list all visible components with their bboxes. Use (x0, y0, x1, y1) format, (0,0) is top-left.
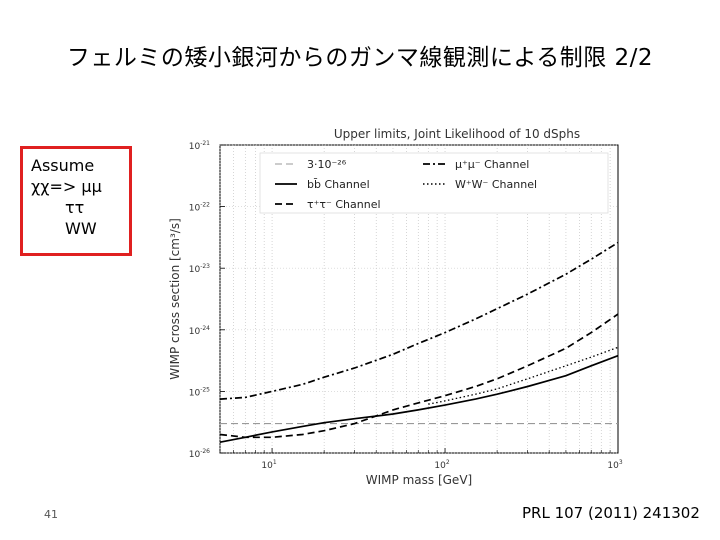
x-tick-label-0: 101 (261, 459, 276, 471)
assume-ww: WW (65, 219, 97, 238)
series-line-2 (219, 313, 619, 439)
legend-label-3: μ⁺μ⁻ Channel (455, 158, 529, 171)
series-layer (219, 241, 619, 444)
y-tick-label-0: 10-21 (189, 140, 210, 152)
slide-title: フェルミの矮小銀河からのガンマ線観測による制限 2/2 (66, 45, 654, 71)
series-line-1 (219, 354, 619, 444)
x-axis-label: WIMP mass [GeV] (366, 473, 472, 487)
assume-mu-mu: χχ=> μμ (31, 177, 102, 196)
legend-label-2: τ⁺τ⁻ Channel (307, 198, 381, 211)
assume-label: Assume (31, 156, 95, 175)
y-tick-label-5: 10-26 (189, 448, 210, 460)
legend-box (259, 152, 609, 214)
chart-title: Upper limits, Joint Likelihood of 10 dSp… (334, 127, 580, 141)
series-line-3 (219, 241, 619, 400)
legend-label-0: 3·10⁻²⁶ (307, 158, 347, 171)
assume-tau-tau: ττ (65, 198, 85, 217)
wimp-limit-chart: Upper limits, Joint Likelihood of 10 dSp… (168, 127, 623, 487)
reference-citation: PRL 107 (2011) 241302 (522, 504, 700, 522)
y-tick-label-2: 10-23 (189, 263, 210, 275)
y-tick-label-1: 10-22 (189, 202, 210, 214)
series-line-4 (428, 346, 619, 405)
y-axis-label: WIMP cross section [cm³/s] (168, 218, 182, 380)
y-tick-label-3: 10-24 (189, 325, 210, 337)
legend: 3·10⁻²⁶ bb̄ Channel τ⁺τ⁻ Channel μ⁺μ⁻ Chann… (259, 152, 609, 214)
legend-label-1: bb̄ Channel (307, 178, 370, 191)
x-tick-label-1: 102 (434, 459, 449, 471)
page-number: 41 (44, 508, 58, 521)
y-tick-label-4: 10-25 (189, 386, 210, 398)
legend-label-4: W⁺W⁻ Channel (455, 178, 537, 191)
assumption-box: Assume χχ=> μμ ττ WW (20, 146, 132, 256)
x-tick-label-2: 103 (607, 459, 622, 471)
